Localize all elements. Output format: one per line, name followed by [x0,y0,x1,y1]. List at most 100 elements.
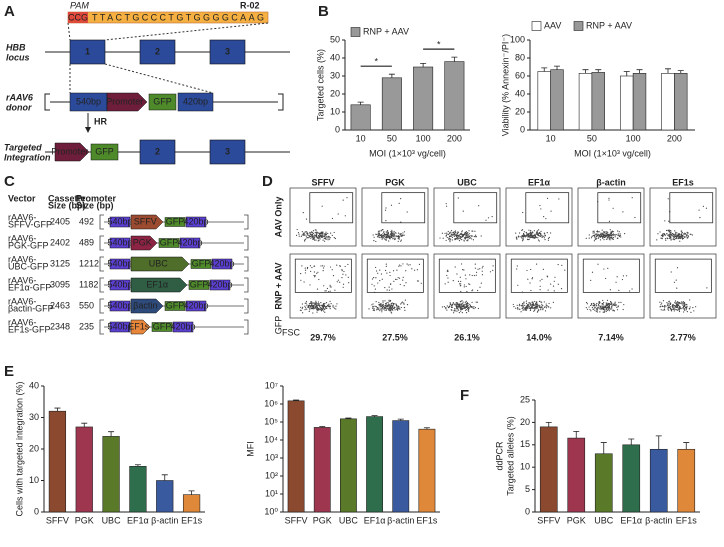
event-dot [679,240,681,242]
event-dot [322,304,324,306]
promoter-label: βactin [133,300,157,310]
event-dot [518,232,521,234]
bar [677,448,696,513]
event-dot [392,232,395,234]
event-dot [605,232,608,234]
event-dot [413,269,416,271]
event-dot [318,304,320,307]
event-dot [688,308,690,310]
event-dot [461,312,463,314]
event-dot [449,235,451,238]
event-dot [379,280,381,282]
element-box [90,143,119,161]
gate [453,192,498,224]
event-dot [631,288,633,290]
error-bar [319,426,326,428]
event-dot [611,308,613,310]
event-dot [400,235,402,237]
table-header: Promoter [76,193,117,203]
event-dot [593,240,596,242]
gate [438,258,496,293]
event-dot [404,309,406,311]
event-dot [457,234,459,236]
event-dot [301,308,303,310]
element-label: 420bp [183,96,208,106]
event-dot [682,236,684,238]
event-dot [383,235,385,237]
event-dot [314,276,316,278]
event-dot [320,309,322,311]
event-dot [599,311,601,313]
event-dot [471,305,473,308]
event-dot [309,306,312,308]
event-dot [398,277,401,279]
itr [244,298,249,314]
event-dot [380,229,382,232]
element-label: 540bp [107,216,132,226]
event-dot [689,299,691,301]
table-header: Size (bp) [76,200,114,210]
y-tick-label: 0 [335,124,340,134]
event-dot [378,309,380,311]
event-dot [386,289,388,291]
event-dot [603,239,605,241]
event-dot [316,236,318,238]
event-dot [372,234,374,236]
event-dot [447,230,449,233]
event-dot [673,310,675,312]
element-label: GFP [153,96,172,106]
event-dot [389,234,391,236]
event-dot [325,302,328,304]
event-dot [313,307,315,309]
event-dot [659,301,661,303]
event-dot [382,303,384,306]
y-tick-label: 10 [29,475,39,485]
event-dot [384,238,386,240]
exon [139,39,176,65]
event-dot [535,301,537,303]
error-bar [595,69,602,73]
itr [244,277,249,293]
event-dot [604,306,606,308]
event-dot [393,233,395,236]
promoter-size: 492 [79,216,94,226]
event-dot [667,238,669,240]
event-dot [318,278,320,281]
event-dot [671,310,673,312]
x-tick-label: EF1α [620,515,642,525]
event-dot [680,233,682,235]
event-dot [346,197,348,199]
vector-name: PGK-GFP [8,240,49,250]
event-dot [446,232,448,234]
event-dot [590,302,593,305]
event-dot [538,240,540,242]
event-dot [683,302,685,305]
promoter-size: 489 [79,237,94,247]
event-dot [400,197,402,200]
event-dot [538,309,540,312]
event-dot [465,234,467,236]
event-dot [525,302,528,304]
event-dot [464,274,466,276]
event-dot [465,309,468,311]
event-dot [526,238,529,240]
error-bar [545,422,552,427]
event-dot [684,233,686,235]
event-dot [466,302,468,304]
event-dot [385,220,387,222]
event-dot [467,232,469,234]
event-dot [664,309,666,311]
event-dot [690,311,692,313]
event-dot [323,235,325,237]
event-dot [668,304,670,306]
event-dot [542,309,544,311]
event-dot [300,279,302,281]
event-dot [589,308,591,311]
event-dot [313,271,315,273]
event-dot [679,306,681,308]
event-dot [383,308,385,310]
event-dot [681,303,683,305]
promoter-arrow [130,319,151,335]
event-dot [391,305,394,308]
event-dot [665,239,667,241]
